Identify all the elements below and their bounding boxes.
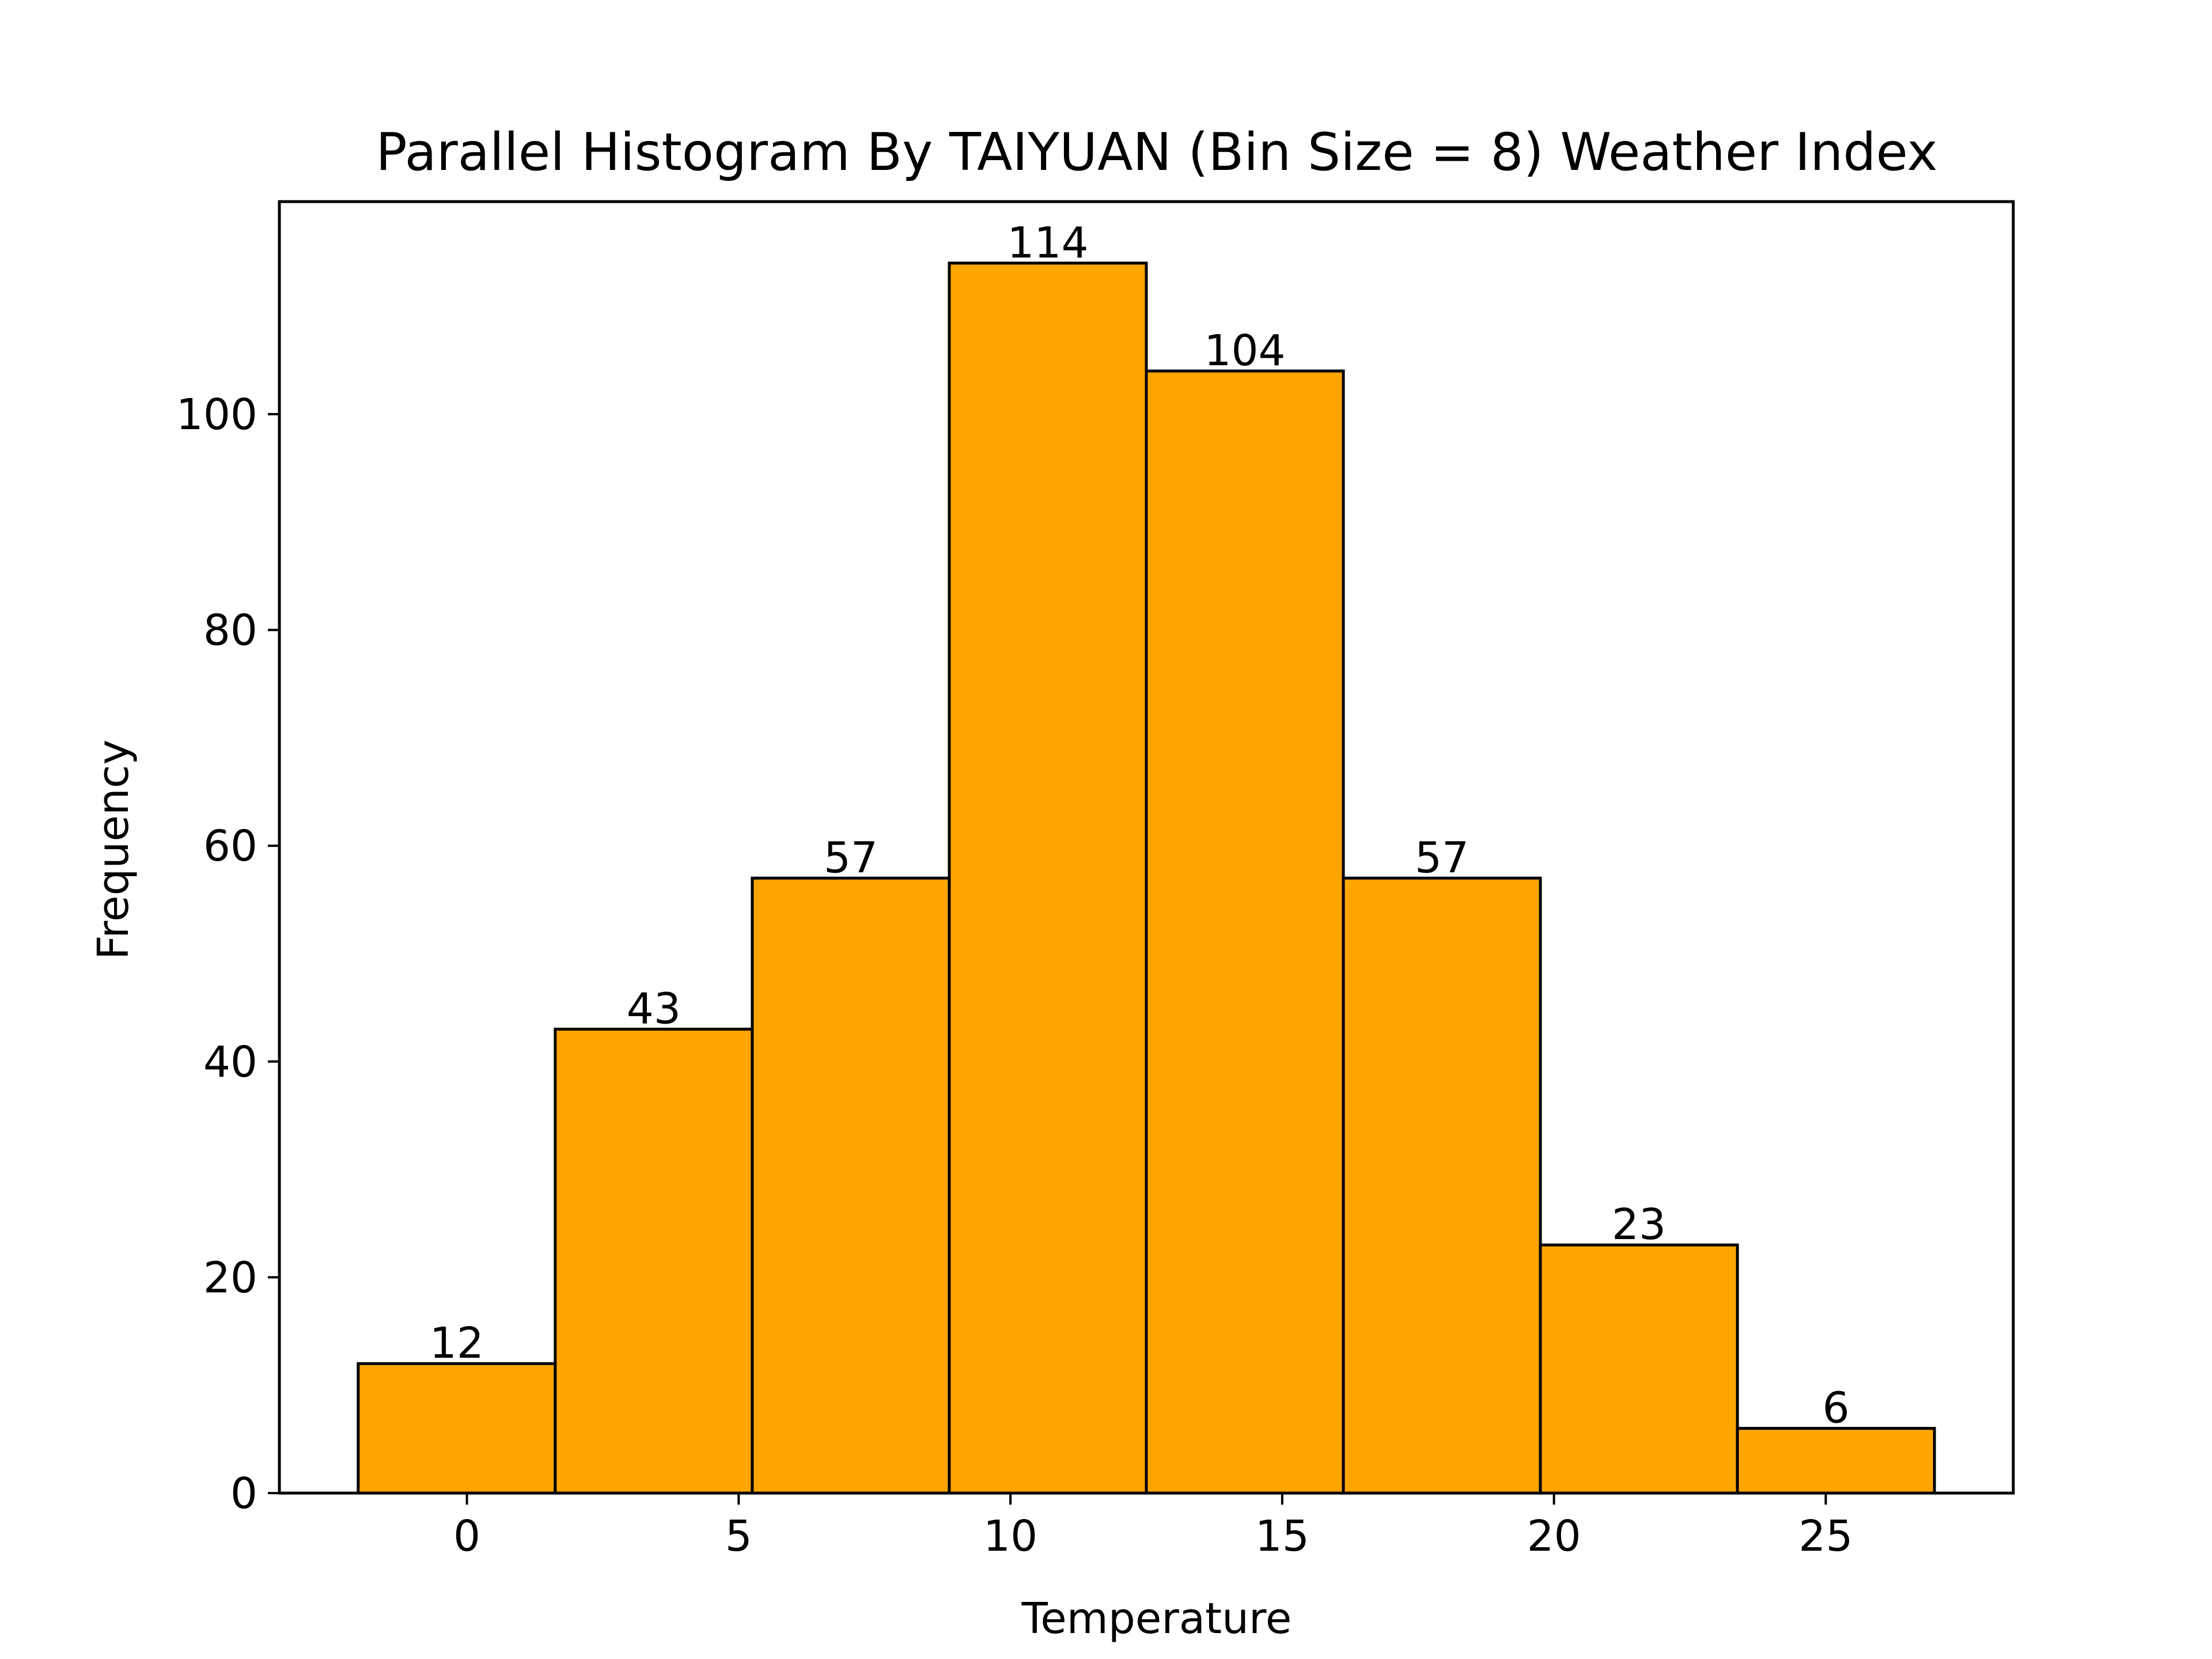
x-axis-label: Temperature [1021,1594,1292,1643]
bar-value-label: 57 [824,833,878,882]
bar-value-label: 12 [430,1319,484,1368]
bars-group [357,262,1936,1495]
histogram-bar [554,1028,754,1495]
histogram-bar [1736,1427,1936,1495]
y-tick-label: 100 [176,390,257,440]
y-axis-ticks: 0 20 40 60 80 100 [176,390,279,1518]
x-tick-label: 20 [1527,1512,1581,1561]
y-tick-label: 80 [203,606,257,656]
histogram-bar [948,262,1148,1495]
histogram-bar [1342,876,1542,1495]
y-tick-label: 0 [230,1469,257,1518]
bar-value-label: 114 [1007,218,1088,268]
histogram-bar [1539,1243,1739,1495]
y-tick-label: 20 [203,1253,257,1302]
bar-value-label: 23 [1612,1200,1666,1249]
y-axis-label: Frequency [89,740,138,960]
histogram-bar [751,876,951,1495]
x-tick-label: 25 [1798,1512,1853,1561]
bar-value-label: 57 [1415,833,1469,882]
x-tick-label: 10 [983,1512,1037,1561]
y-tick-label: 40 [203,1037,257,1087]
x-tick-label: 15 [1255,1512,1309,1561]
bar-labels-group: 12 43 57 114 104 57 23 6 [430,218,1850,1433]
x-tick-label: 0 [453,1512,480,1561]
bar-value-label: 104 [1204,326,1285,376]
histogram-bar [1145,369,1345,1495]
y-tick-label: 60 [203,821,257,871]
chart-title: Parallel Histogram By TAIYUAN (Bin Size … [376,122,1937,183]
histogram-bar [357,1362,557,1495]
x-axis-ticks: 0 5 10 15 20 25 [453,1493,1853,1561]
plot-frame [278,200,2015,1495]
bar-value-label: 6 [1823,1384,1850,1433]
x-tick-label: 5 [725,1512,752,1561]
bar-value-label: 43 [627,984,681,1034]
